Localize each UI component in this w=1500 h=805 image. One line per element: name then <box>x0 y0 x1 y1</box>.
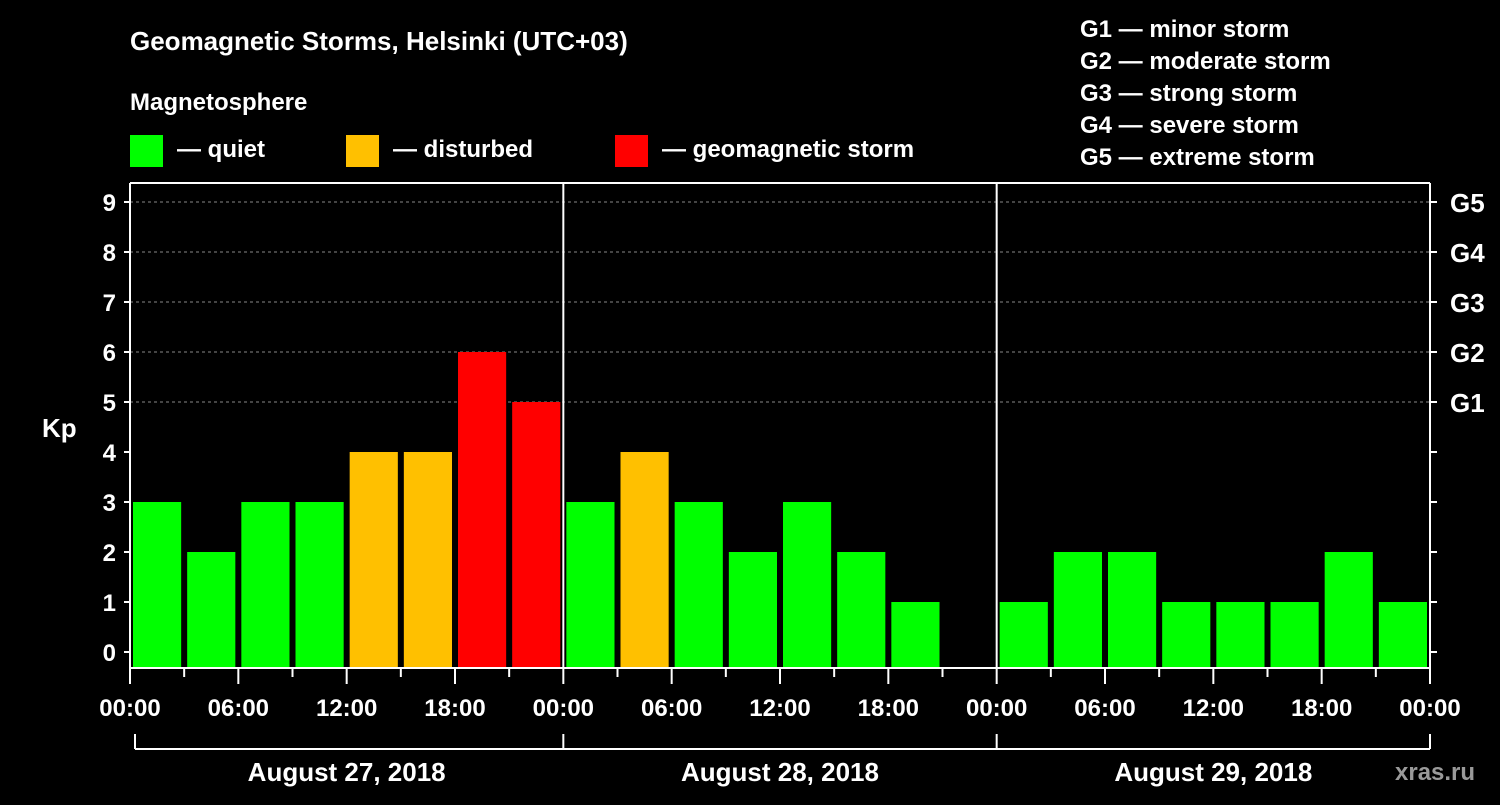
kp-bar <box>620 452 669 668</box>
x-tick-label: 12:00 <box>1183 695 1244 722</box>
x-tick-label: 06:00 <box>641 695 702 722</box>
kp-bar <box>1216 602 1265 668</box>
kp-bar <box>566 502 615 668</box>
scale-legend-item: G3 — strong storm <box>1080 80 1297 107</box>
x-tick-label: 12:00 <box>749 695 810 722</box>
y-tick-label: 5 <box>103 390 116 417</box>
y-tick-label: 6 <box>103 340 116 367</box>
x-tick-label: 00:00 <box>99 695 160 722</box>
day-label: August 28, 2018 <box>681 757 879 787</box>
storm-level-label: G4 <box>1450 238 1485 268</box>
x-tick-label: 00:00 <box>1399 695 1460 722</box>
x-tick-label: 00:00 <box>966 695 1027 722</box>
watermark: xras.ru <box>1395 759 1475 786</box>
kp-bar <box>1324 552 1373 668</box>
storm-level-label: G2 <box>1450 338 1485 368</box>
kp-bar <box>1162 602 1211 668</box>
y-tick-label: 0 <box>103 640 116 667</box>
x-tick-label: 00:00 <box>533 695 594 722</box>
storm-level-label: G3 <box>1450 288 1485 318</box>
legend-label: — quiet <box>177 136 265 163</box>
kp-bar <box>133 502 182 668</box>
kp-bar <box>349 452 398 668</box>
kp-bar <box>837 552 886 668</box>
scale-legend-item: G2 — moderate storm <box>1080 48 1331 75</box>
legend-label: — disturbed <box>393 136 533 163</box>
kp-bar <box>728 552 777 668</box>
y-tick-label: 4 <box>103 440 117 467</box>
kp-bar <box>241 502 290 668</box>
kp-bar <box>1270 602 1319 668</box>
y-tick-label: 7 <box>103 290 116 317</box>
kp-bar <box>1378 602 1427 668</box>
kp-bar <box>458 352 507 668</box>
legend-title: Magnetosphere <box>130 89 307 116</box>
kp-bar <box>1053 552 1102 668</box>
x-tick-label: 18:00 <box>424 695 485 722</box>
kp-bar <box>295 502 344 668</box>
y-tick-label: 8 <box>103 240 116 267</box>
x-tick-label: 18:00 <box>858 695 919 722</box>
y-tick-label: 1 <box>103 590 116 617</box>
legend-label: — geomagnetic storm <box>662 136 914 163</box>
day-label: August 29, 2018 <box>1114 757 1312 787</box>
y-tick-label: 2 <box>103 540 116 567</box>
x-tick-label: 06:00 <box>208 695 269 722</box>
storm-level-label: G1 <box>1450 388 1485 418</box>
kp-bar <box>187 552 236 668</box>
legend-swatch <box>346 135 379 167</box>
x-tick-label: 12:00 <box>316 695 377 722</box>
chart-title: Geomagnetic Storms, Helsinki (UTC+03) <box>130 26 628 56</box>
day-label: August 27, 2018 <box>248 757 446 787</box>
kp-bar <box>674 502 723 668</box>
y-tick-label: 9 <box>103 190 116 217</box>
legend-swatch <box>130 135 163 167</box>
y-axis-label: Kp <box>42 413 77 443</box>
storm-level-label: G5 <box>1450 188 1485 218</box>
x-tick-label: 06:00 <box>1074 695 1135 722</box>
kp-bar <box>1108 552 1157 668</box>
legend-swatch <box>615 135 648 167</box>
scale-legend-item: G5 — extreme storm <box>1080 144 1315 171</box>
kp-bar <box>783 502 832 668</box>
kp-bar <box>403 452 452 668</box>
scale-legend-item: G4 — severe storm <box>1080 112 1299 139</box>
kp-bar <box>999 602 1048 668</box>
y-tick-label: 3 <box>103 490 116 517</box>
scale-legend-item: G1 — minor storm <box>1080 16 1289 43</box>
kp-bar <box>512 402 561 668</box>
x-tick-label: 18:00 <box>1291 695 1352 722</box>
kp-bar <box>891 602 940 668</box>
